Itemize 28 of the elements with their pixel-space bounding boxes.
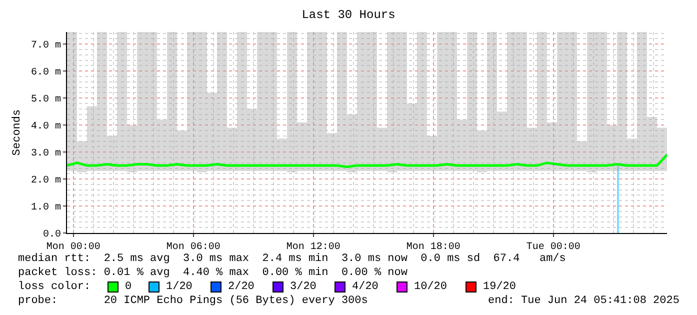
legend-label: 4/20	[352, 281, 378, 293]
legend-label: 10/20	[414, 281, 448, 293]
y-axis-title: Seconds	[12, 109, 24, 156]
text: packet loss: 0.01 % avg 4.40 % max 0.00 % min 0.00 % now	[18, 267, 408, 279]
x-tick-label: Tue 00:00	[526, 242, 580, 253]
legend-label: 3/20	[290, 281, 316, 293]
x-tick-label: Mon 12:00	[286, 242, 340, 253]
x-tick-label: Mon 06:00	[166, 242, 220, 253]
legend-label: 19/20	[483, 281, 516, 293]
legend-label: 1/20	[166, 281, 192, 293]
chart-title: Last 30 Hours	[302, 8, 396, 22]
text: median rtt: 2.5 ms avg 3.0 ms max 2.4 ms min 3.0 ms now 0.0 ms sd 67.4 am/s	[18, 253, 566, 265]
y-tick-label: 2.0 m	[30, 176, 61, 187]
y-tick-label: 4.0 m	[30, 122, 61, 133]
y-tick-label: 0.0	[42, 230, 61, 240]
legend-title: loss color:	[18, 281, 91, 293]
y-tick-label: 7.0 m	[30, 40, 61, 52]
y-tick-label: 1.0 m	[30, 202, 61, 214]
line-series	[67, 154, 667, 168]
text: end: Tue Jun 24 05:41:08 2025	[488, 295, 680, 307]
x-tick-label: Mon 18:00	[406, 242, 460, 253]
y-tick-label: 5.0 m	[30, 94, 61, 106]
y-tick-label: 6.0 m	[30, 68, 61, 79]
y-tick-label: 3.0 m	[30, 148, 61, 160]
legend-label: 2/20	[228, 281, 254, 293]
text: probe: 20 ICMP Echo Pings (56 Bytes) every 300s	[18, 295, 368, 307]
x-tick-label: Mon 00:00	[46, 242, 100, 253]
legend-label: 0	[125, 281, 132, 293]
